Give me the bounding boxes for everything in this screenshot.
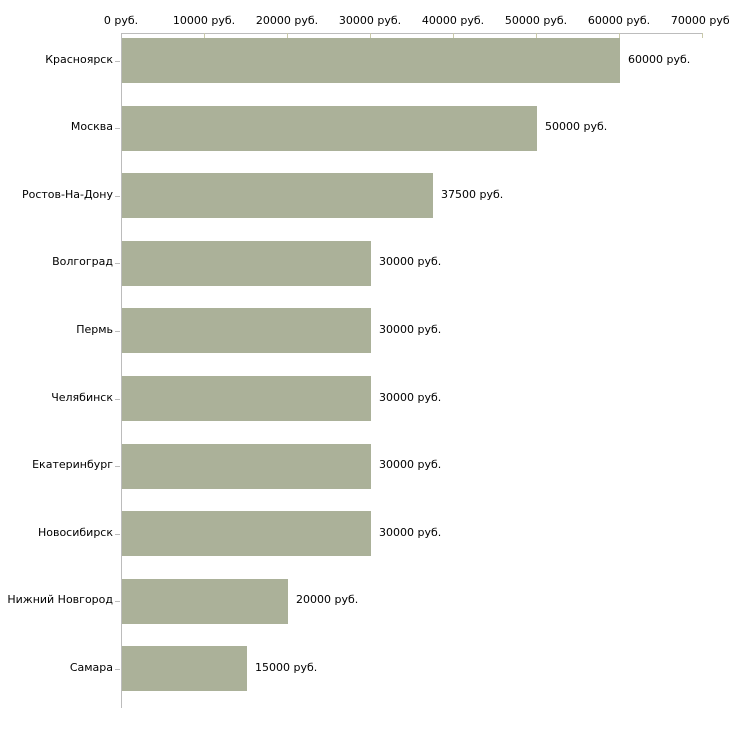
x-axis-tick-label: 50000 руб.: [504, 14, 568, 27]
category-label: Нижний Новгород: [7, 593, 113, 607]
x-axis-tick-label: 0 руб.: [103, 14, 139, 27]
category-tick-mark: [115, 398, 120, 400]
x-axis-tick-label: 70000 руб.: [670, 14, 730, 27]
value-label: 15000 руб.: [255, 660, 318, 674]
category-tick-mark: [115, 60, 120, 62]
x-axis-tick-label: 10000 руб.: [172, 14, 236, 27]
value-label: 50000 руб.: [545, 120, 608, 134]
x-axis-tick-mark: [204, 33, 205, 38]
value-label: 30000 руб.: [379, 255, 442, 269]
y-axis-line: [121, 33, 122, 708]
category-tick-mark: [115, 466, 120, 468]
category-label: Екатеринбург: [32, 458, 113, 472]
bar: [122, 443, 371, 489]
bar: [122, 511, 371, 557]
category-tick-mark: [115, 533, 120, 535]
category-label: Москва: [70, 120, 113, 134]
value-label: 60000 руб.: [628, 52, 691, 66]
bar: [122, 646, 247, 692]
value-label: 30000 руб.: [379, 458, 442, 472]
value-label: 30000 руб.: [379, 525, 442, 539]
category-tick-mark: [115, 601, 120, 603]
bar: [122, 38, 620, 83]
category-label: Красноярск: [45, 52, 113, 66]
x-axis-tick-label: 40000 руб.: [421, 14, 485, 27]
bar: [122, 105, 537, 151]
category-tick-mark: [115, 330, 120, 332]
category-label: Челябинск: [51, 390, 113, 404]
category-tick-mark: [115, 668, 120, 670]
x-axis-tick-mark: [287, 33, 288, 38]
x-axis-tick-mark: [619, 33, 620, 38]
x-axis-line: [121, 33, 702, 34]
bar: [122, 376, 371, 421]
category-label: Самара: [69, 660, 113, 674]
value-label: 37500 руб.: [441, 187, 504, 201]
bar: [122, 578, 288, 624]
category-tick-mark: [115, 263, 120, 265]
bar: [122, 308, 371, 354]
category-label: Волгоград: [52, 255, 113, 269]
category-tick-mark: [115, 128, 120, 130]
x-axis-tick-mark: [453, 33, 454, 38]
category-tick-mark: [115, 195, 120, 197]
value-label: 30000 руб.: [379, 390, 442, 404]
x-axis-tick-mark: [536, 33, 537, 38]
value-label: 20000 руб.: [296, 593, 359, 607]
category-label: Новосибирск: [37, 525, 113, 539]
x-axis-tick-mark: [370, 33, 371, 38]
category-label: Пермь: [76, 322, 113, 336]
category-label: Ростов-На-Дону: [21, 187, 113, 201]
x-axis-tick-label: 30000 руб.: [338, 14, 402, 27]
bar: [122, 240, 371, 286]
bar: [122, 173, 433, 219]
x-axis-tick-label: 20000 руб.: [255, 14, 319, 27]
x-axis-tick-label: 60000 руб.: [587, 14, 651, 27]
x-axis-tick-mark: [702, 33, 703, 38]
value-label: 30000 руб.: [379, 322, 442, 336]
